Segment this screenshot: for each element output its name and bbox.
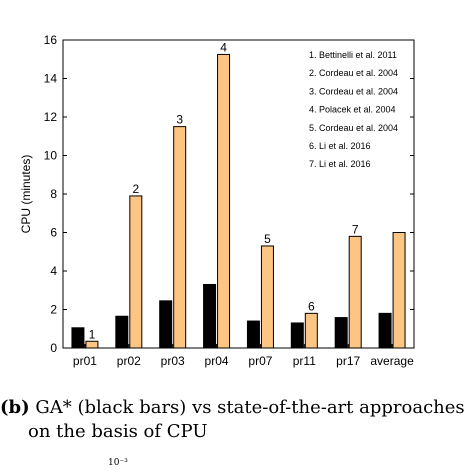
bar-data-label: 4 [220, 40, 227, 54]
y-tick-label: 0 [50, 341, 57, 355]
x-axis-ticks: pr01 pr02 pr03 pr04 pr07 pr11 pr17 average [73, 344, 414, 368]
legend-entry: 1. Bettinelli et al. 2011 [309, 50, 397, 60]
chart-legend: 1. Bettinelli et al. 2011 2. Cordeau et a… [309, 50, 398, 169]
x-tick-label: average [370, 354, 414, 368]
legend-entry: 2. Cordeau et al. 2004 [309, 68, 398, 78]
bar-data-label: 3 [176, 113, 183, 127]
x-tick-label: pr11 [293, 354, 316, 368]
figure-caption: (b) GA* (black bars) vs state-of-the-art… [0, 396, 474, 444]
caption-line1: GA* (black bars) vs state-of-the-art app… [29, 397, 465, 418]
y-tick-label: 14 [44, 72, 58, 86]
x-tick-label: pr04 [205, 354, 229, 368]
bar-state-of-the-art [85, 340, 99, 349]
legend-entry: 3. Cordeau et al. 2004 [309, 86, 398, 96]
bar-data-label: 1 [89, 327, 96, 341]
bar-data-label: 7 [352, 222, 359, 236]
x-tick-label: pr02 [117, 354, 141, 368]
legend-entry: 7. Li et al. 2016 [309, 159, 371, 169]
bar-state-of-the-art [392, 232, 406, 349]
bar-data-label: 2 [132, 182, 139, 196]
y-axis-label: CPU (minutes) [19, 155, 33, 234]
x-tick-label: pr03 [161, 354, 185, 368]
bar-ga [290, 322, 304, 349]
y-tick-label: 8 [50, 187, 57, 201]
bar-state-of-the-art [260, 245, 274, 349]
bar-state-of-the-art [348, 235, 362, 349]
bar-state-of-the-art [217, 53, 231, 349]
y-tick-label: 10 [44, 149, 58, 163]
bar-ga [378, 312, 392, 349]
legend-entry: 4. Polacek et al. 2004 [309, 105, 396, 115]
x-tick-label: pr17 [336, 354, 360, 368]
legend-entry: 6. Li et al. 2016 [309, 141, 371, 151]
bar-state-of-the-art [173, 126, 187, 349]
bar-ga [246, 320, 260, 349]
bar-series [71, 53, 406, 349]
bar-ga [203, 283, 217, 349]
y-tick-label: 12 [44, 110, 58, 124]
bar-ga [334, 317, 348, 349]
bar-data-label: 5 [264, 232, 271, 246]
bar-labels: 1 2 3 4 5 6 7 [89, 40, 359, 341]
bar-ga [115, 315, 129, 349]
bar-state-of-the-art [129, 195, 143, 349]
bar-ga [71, 327, 85, 349]
bar-state-of-the-art [304, 312, 318, 349]
partial-axis-label: 10⁻³ [108, 458, 128, 468]
x-tick-label: pr07 [248, 354, 272, 368]
legend-entry: 5. Cordeau et al. 2004 [309, 123, 398, 133]
y-tick-label: 4 [50, 264, 57, 278]
x-tick-label: pr01 [73, 354, 97, 368]
caption-line2: on the basis of CPU [28, 421, 208, 442]
y-tick-label: 2 [50, 303, 57, 317]
bar-data-label: 6 [308, 299, 315, 313]
bar-ga [159, 300, 173, 349]
y-tick-label: 16 [44, 33, 58, 47]
caption-label: (b) [0, 397, 30, 418]
y-tick-label: 6 [50, 226, 57, 240]
